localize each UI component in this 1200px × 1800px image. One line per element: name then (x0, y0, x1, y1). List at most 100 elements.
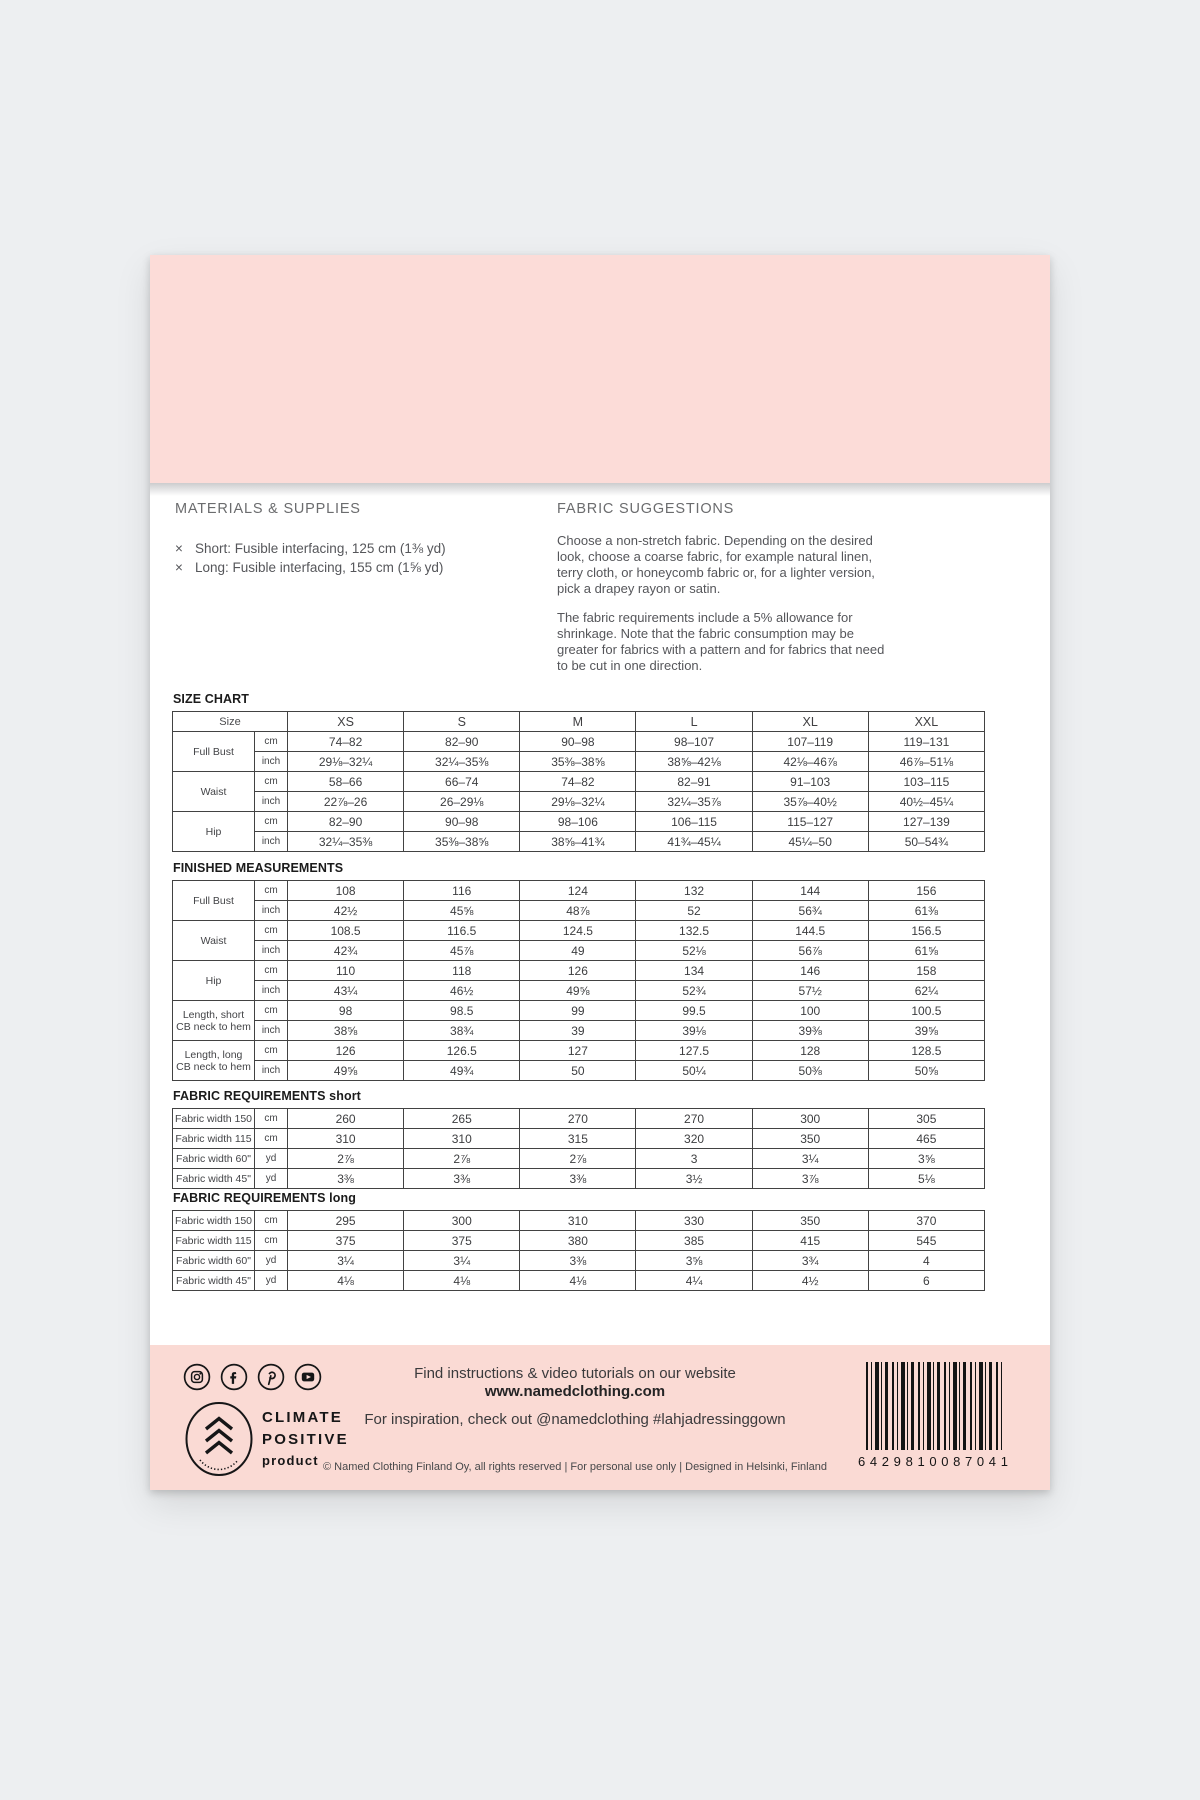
materials-section: MATERIALS & SUPPLIES × Short: Fusible in… (175, 501, 517, 577)
value-cell: 3⅜ (286, 1168, 405, 1189)
value-cell: 42¾ (286, 940, 405, 961)
climate-positive-logo (183, 1400, 255, 1483)
value-cell: 42½ (286, 900, 405, 921)
value-cell: 146 (751, 960, 869, 981)
finished-measurements-title: FINISHED MEASUREMENTS (173, 861, 344, 875)
row-label: Hip (172, 811, 255, 852)
value-cell: 103–115 (867, 771, 986, 792)
value-cell: 90–98 (403, 811, 521, 832)
row-label: Fabric width 45" (172, 1270, 255, 1291)
flap-shadow (150, 483, 1050, 496)
unit-cell: cm (254, 1230, 288, 1251)
value-cell: 52⅛ (635, 940, 753, 961)
value-cell: 98–106 (519, 811, 637, 832)
barcode-digit: 2 (881, 1454, 890, 1469)
value-cell: 74–82 (519, 771, 637, 792)
unit-cell: yd (254, 1168, 288, 1189)
value-cell: 3⅜ (403, 1168, 521, 1189)
unit-cell: cm (254, 771, 288, 792)
value-cell: 61⅜ (867, 900, 986, 921)
value-cell: 4⅛ (519, 1270, 637, 1291)
barcode-digit: 8 (953, 1454, 961, 1469)
website-line-prefix: Find instructions & video tutorials on o… (414, 1365, 736, 1382)
materials-item: × Short: Fusible interfacing, 125 cm (1⅜… (175, 539, 517, 558)
pinterest-icon (257, 1363, 285, 1391)
value-cell: 156 (867, 880, 986, 901)
copyright-line: © Named Clothing Finland Oy, all rights … (323, 1461, 827, 1473)
value-cell: 45⅞ (403, 940, 521, 961)
size-chart-title: SIZE CHART (173, 692, 249, 706)
fabric-requirements-long-section: FABRIC REQUIREMENTS long Fabric width 15… (172, 1191, 986, 1291)
value-cell: 43¼ (286, 980, 405, 1001)
value-cell: 128.5 (867, 1040, 986, 1061)
row-label: Length, short CB neck to hem (172, 1000, 255, 1041)
value-cell: 144.5 (751, 920, 869, 941)
value-cell: 127.5 (635, 1040, 753, 1061)
row-label: Fabric width 45" (172, 1168, 255, 1189)
value-cell: 320 (635, 1128, 753, 1149)
value-cell: 270 (519, 1108, 637, 1129)
value-cell: 50 (519, 1060, 637, 1081)
value-cell: 156.5 (867, 920, 986, 941)
value-cell: 99 (519, 1000, 637, 1021)
value-cell: 415 (751, 1230, 869, 1251)
value-cell: 132 (635, 880, 753, 901)
cross-bullet-icon: × (175, 560, 183, 575)
barcode-digit: 8 (905, 1454, 913, 1469)
website-line: Find instructions & video tutorials on o… (335, 1365, 815, 1401)
value-cell: 108 (286, 880, 405, 901)
pattern-envelope-back: MATERIALS & SUPPLIES × Short: Fusible in… (150, 255, 1050, 1490)
unit-cell: inch (254, 900, 288, 921)
value-cell: 32¼–35⅜ (403, 751, 521, 772)
value-cell: 35⅜–38⅝ (403, 831, 521, 852)
value-cell: 46⅞–51⅛ (867, 751, 986, 772)
barcode-digit: 6 (858, 1454, 866, 1469)
unit-cell: inch (254, 1020, 288, 1041)
value-cell: 56¾ (751, 900, 869, 921)
value-cell: 26–29⅛ (403, 791, 521, 812)
unit-cell: yd (254, 1250, 288, 1271)
value-cell: 52 (635, 900, 753, 921)
value-cell: 99.5 (635, 1000, 753, 1021)
cross-bullet-icon: × (175, 541, 183, 556)
value-cell: 45⅝ (403, 900, 521, 921)
value-cell: 58–66 (286, 771, 405, 792)
value-cell: 3¼ (403, 1250, 521, 1271)
row-label: Hip (172, 960, 255, 1001)
unit-cell: cm (254, 1128, 288, 1149)
barcode-digit: 9 (893, 1454, 901, 1469)
facebook-icon (220, 1363, 248, 1391)
value-cell: 115–127 (751, 811, 869, 832)
row-label: Waist (172, 920, 255, 961)
value-cell: 91–103 (751, 771, 869, 792)
fabric-requirements-short-title: FABRIC REQUIREMENTS short (173, 1089, 361, 1103)
unit-cell: cm (254, 1000, 288, 1021)
value-cell: 300 (751, 1108, 869, 1129)
value-cell: 375 (403, 1230, 521, 1251)
row-label: Fabric width 60" (172, 1148, 255, 1169)
unit-cell: inch (254, 940, 288, 961)
value-cell: 3 (635, 1148, 753, 1169)
value-cell: 22⅞–26 (286, 791, 405, 812)
value-cell: 50¼ (635, 1060, 753, 1081)
value-cell: 158 (867, 960, 986, 981)
barcode-digit: 1 (917, 1454, 925, 1469)
row-label: Full Bust (172, 731, 255, 772)
value-cell: 40½–45¼ (867, 791, 986, 812)
unit-cell: inch (254, 831, 288, 852)
value-cell: 3⅜ (519, 1250, 637, 1271)
value-cell: 38⅝–41¾ (519, 831, 637, 852)
value-cell: 3⅝ (867, 1148, 986, 1169)
value-cell: 4 (867, 1250, 986, 1271)
value-cell: 74–82 (286, 731, 405, 752)
unit-cell: cm (254, 1040, 288, 1061)
climate-line1: CLIMATE (262, 1409, 343, 1426)
materials-heading: MATERIALS & SUPPLIES (175, 501, 361, 517)
fabric-suggestions-paragraph: The fabric requirements include a 5% all… (557, 610, 885, 673)
value-cell: 98 (286, 1000, 405, 1021)
unit-cell: cm (254, 811, 288, 832)
fabric-suggestions-paragraph: Choose a non-stretch fabric. Depending o… (557, 533, 875, 596)
barcode-bars (866, 1362, 1002, 1450)
value-cell: 108.5 (286, 920, 405, 941)
value-cell: 49⅝ (519, 980, 637, 1001)
